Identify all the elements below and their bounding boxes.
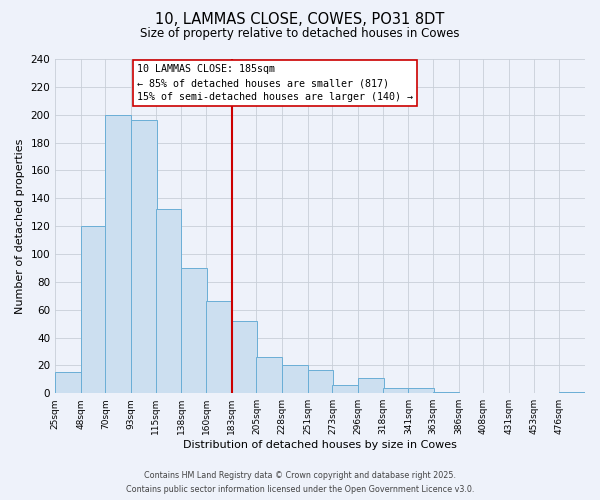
X-axis label: Distribution of detached houses by size in Cowes: Distribution of detached houses by size …: [183, 440, 457, 450]
Bar: [206, 302, 232, 393]
Bar: [308, 370, 334, 393]
Bar: [181, 268, 207, 393]
Bar: [106, 114, 131, 393]
Bar: [282, 366, 308, 393]
Bar: [156, 210, 181, 393]
Bar: [131, 120, 157, 393]
Bar: [55, 372, 81, 393]
Bar: [559, 392, 585, 393]
Bar: [81, 226, 107, 393]
Text: 10 LAMMAS CLOSE: 185sqm
← 85% of detached houses are smaller (817)
15% of semi-d: 10 LAMMAS CLOSE: 185sqm ← 85% of detache…: [137, 64, 413, 102]
Y-axis label: Number of detached properties: Number of detached properties: [15, 138, 25, 314]
Bar: [332, 385, 358, 393]
Text: Contains HM Land Registry data © Crown copyright and database right 2025.
Contai: Contains HM Land Registry data © Crown c…: [126, 472, 474, 494]
Text: 10, LAMMAS CLOSE, COWES, PO31 8DT: 10, LAMMAS CLOSE, COWES, PO31 8DT: [155, 12, 445, 28]
Bar: [256, 357, 282, 393]
Bar: [358, 378, 384, 393]
Bar: [433, 392, 458, 393]
Text: Size of property relative to detached houses in Cowes: Size of property relative to detached ho…: [140, 28, 460, 40]
Bar: [383, 388, 409, 393]
Bar: [232, 321, 257, 393]
Bar: [409, 388, 434, 393]
